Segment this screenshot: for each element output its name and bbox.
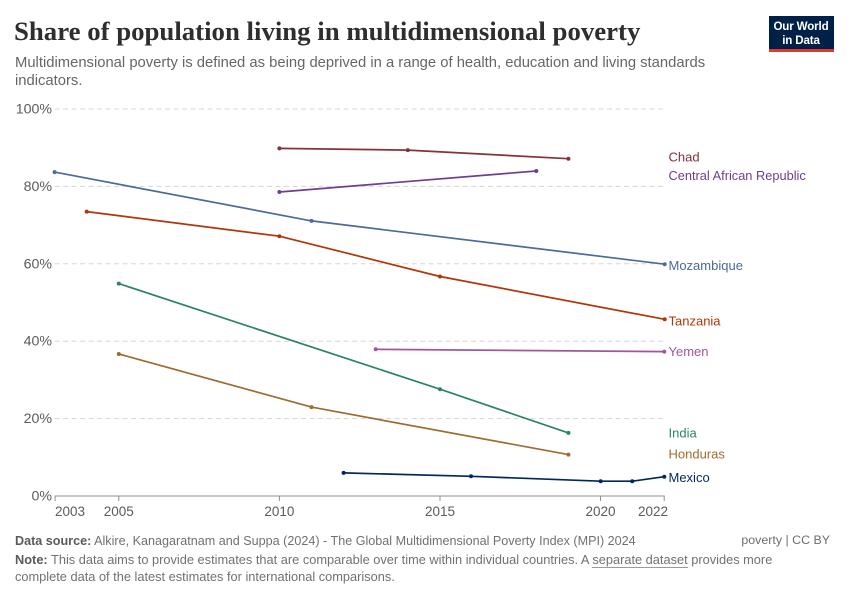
- svg-text:20%: 20%: [24, 411, 53, 427]
- svg-text:100%: 100%: [16, 102, 53, 118]
- svg-text:Honduras: Honduras: [669, 446, 726, 461]
- svg-text:2010: 2010: [264, 504, 294, 519]
- svg-text:Yemen: Yemen: [669, 344, 709, 359]
- svg-text:80%: 80%: [24, 179, 53, 195]
- svg-text:2022: 2022: [638, 504, 668, 519]
- svg-text:2015: 2015: [425, 504, 455, 519]
- svg-text:2005: 2005: [104, 504, 134, 519]
- svg-text:2003: 2003: [55, 504, 85, 519]
- svg-text:Chad: Chad: [669, 149, 700, 164]
- svg-text:60%: 60%: [24, 256, 53, 272]
- svg-text:40%: 40%: [24, 334, 53, 350]
- svg-text:2020: 2020: [585, 504, 615, 519]
- svg-text:Tanzania: Tanzania: [669, 314, 722, 329]
- svg-text:India: India: [669, 426, 698, 441]
- svg-text:0%: 0%: [31, 489, 52, 505]
- svg-text:Mexico: Mexico: [669, 470, 710, 485]
- svg-text:Mozambique: Mozambique: [669, 258, 743, 273]
- svg-text:Central African Republic: Central African Republic: [669, 168, 807, 183]
